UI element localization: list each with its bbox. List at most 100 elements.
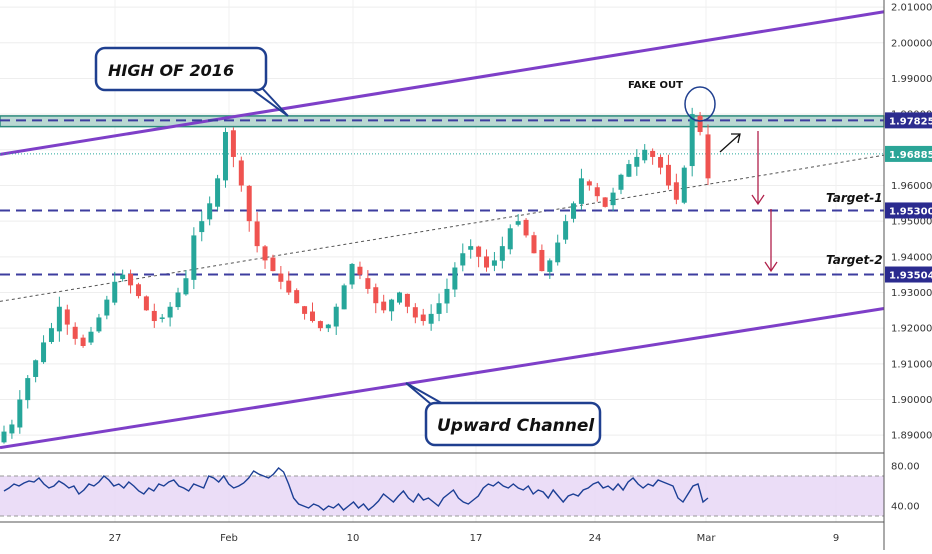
candle-body bbox=[468, 246, 474, 250]
target1-label: Target-1 bbox=[826, 191, 883, 205]
annotations: HIGH OF 2016 Upward Channel FAKE OUT Tar… bbox=[94, 46, 883, 447]
candle-body bbox=[88, 331, 94, 343]
candle-body bbox=[420, 314, 426, 322]
candle-body bbox=[444, 288, 450, 304]
candle-body bbox=[428, 313, 434, 324]
candle-body bbox=[602, 197, 608, 207]
arrow-up-icon bbox=[719, 133, 741, 153]
candle-body bbox=[230, 130, 236, 157]
candle-body bbox=[349, 263, 355, 285]
candle-body bbox=[72, 326, 78, 339]
candle-body bbox=[412, 307, 418, 318]
candle-body bbox=[80, 337, 86, 346]
candle-body bbox=[507, 228, 513, 250]
candle-body bbox=[143, 296, 149, 311]
level-tag bbox=[885, 202, 932, 219]
candle-body bbox=[634, 156, 640, 167]
level-tag-label: 1.97825 bbox=[889, 116, 932, 127]
candle-body bbox=[9, 424, 15, 434]
candle-body bbox=[697, 115, 703, 132]
price-tick-label: 1.93000 bbox=[891, 288, 932, 299]
rsi-band-lines bbox=[0, 475, 884, 517]
candle-body bbox=[199, 221, 205, 233]
candle-body bbox=[389, 299, 395, 312]
rsi-panel bbox=[0, 467, 884, 517]
candle-body bbox=[96, 317, 102, 332]
candle-body bbox=[594, 187, 600, 197]
arrow-down-target2-head-icon bbox=[764, 261, 778, 273]
candles bbox=[1, 107, 711, 444]
candle-body bbox=[484, 256, 490, 268]
level-tag-label: 1.93504 bbox=[889, 271, 932, 282]
candle-body bbox=[571, 203, 577, 219]
dotted-trend-line bbox=[0, 154, 885, 302]
candle-body bbox=[499, 246, 505, 261]
fake-out-ellipse bbox=[684, 86, 716, 122]
price-tick-label: 1.99000 bbox=[891, 74, 932, 85]
candle-body bbox=[689, 114, 695, 167]
candle-body bbox=[238, 160, 244, 186]
price-level-tags: 1.97825 1.96885 1.95300 1.93504 bbox=[885, 112, 932, 283]
candle-body bbox=[341, 285, 347, 310]
candle-body bbox=[397, 292, 403, 303]
price-tick-label: 2.01000 bbox=[891, 3, 932, 14]
level-tag bbox=[885, 145, 932, 162]
price-tick-label: 1.89000 bbox=[891, 431, 932, 442]
arrow-up-head-icon bbox=[731, 133, 741, 144]
candle-body bbox=[120, 274, 126, 280]
candle-body bbox=[586, 181, 592, 186]
candle-body bbox=[222, 131, 228, 181]
time-tick-label: 9 bbox=[833, 533, 839, 544]
candle-body bbox=[317, 321, 323, 329]
candle-body bbox=[555, 242, 561, 263]
level-lines bbox=[0, 119, 884, 276]
candle-body bbox=[215, 178, 221, 207]
high-2016-label: HIGH OF 2016 bbox=[108, 61, 234, 80]
rsi-tick-label: 80.00 bbox=[891, 462, 920, 473]
candle-body bbox=[618, 174, 624, 190]
time-tick-label: Feb bbox=[220, 533, 238, 544]
level-tag-label: 1.95300 bbox=[889, 206, 932, 217]
candle-body bbox=[610, 192, 616, 206]
candle-body bbox=[658, 157, 664, 168]
candle-body bbox=[175, 292, 181, 308]
candle-body bbox=[104, 299, 110, 316]
level-tag bbox=[885, 266, 932, 283]
time-axis: 27 Feb 10 17 24 Mar 9 bbox=[109, 533, 840, 544]
fake-out-label: FAKE OUT bbox=[628, 80, 683, 91]
time-tick-label: 24 bbox=[589, 533, 602, 544]
candle-body bbox=[357, 266, 363, 275]
candle-body bbox=[460, 253, 466, 266]
candle-body bbox=[207, 203, 213, 220]
candle-body bbox=[278, 273, 284, 282]
candle-body bbox=[246, 185, 252, 222]
upward-channel-callout-box bbox=[424, 401, 602, 447]
candle-body bbox=[333, 306, 339, 327]
candle-body bbox=[1, 431, 7, 443]
candle-body bbox=[673, 182, 679, 200]
candle-body bbox=[167, 306, 173, 318]
candle-body bbox=[515, 221, 521, 225]
candle-body bbox=[381, 301, 387, 311]
candle-body bbox=[48, 328, 54, 342]
rsi-axis: 80.00 40.00 bbox=[891, 462, 920, 513]
rsi-line bbox=[3, 467, 709, 511]
price-tick-label: 1.95000 bbox=[891, 217, 932, 228]
candle-body bbox=[642, 149, 648, 161]
channel-upper-line bbox=[0, 10, 885, 156]
target2-label: Target-2 bbox=[826, 253, 883, 267]
candle-body bbox=[531, 235, 537, 254]
rsi-tick-label: 40.00 bbox=[891, 502, 920, 513]
price-tick-label: 1.92000 bbox=[891, 324, 932, 335]
high-2016-callout-box bbox=[94, 46, 268, 92]
candle-body bbox=[626, 164, 632, 177]
candle-body bbox=[302, 306, 308, 314]
candle-body bbox=[650, 150, 656, 157]
time-tick-label: 27 bbox=[109, 533, 122, 544]
high-2016-callout-pointer bbox=[249, 87, 289, 117]
candle-body bbox=[159, 317, 165, 319]
price-tick-label: 2.00000 bbox=[891, 38, 932, 49]
candle-body bbox=[270, 257, 276, 272]
